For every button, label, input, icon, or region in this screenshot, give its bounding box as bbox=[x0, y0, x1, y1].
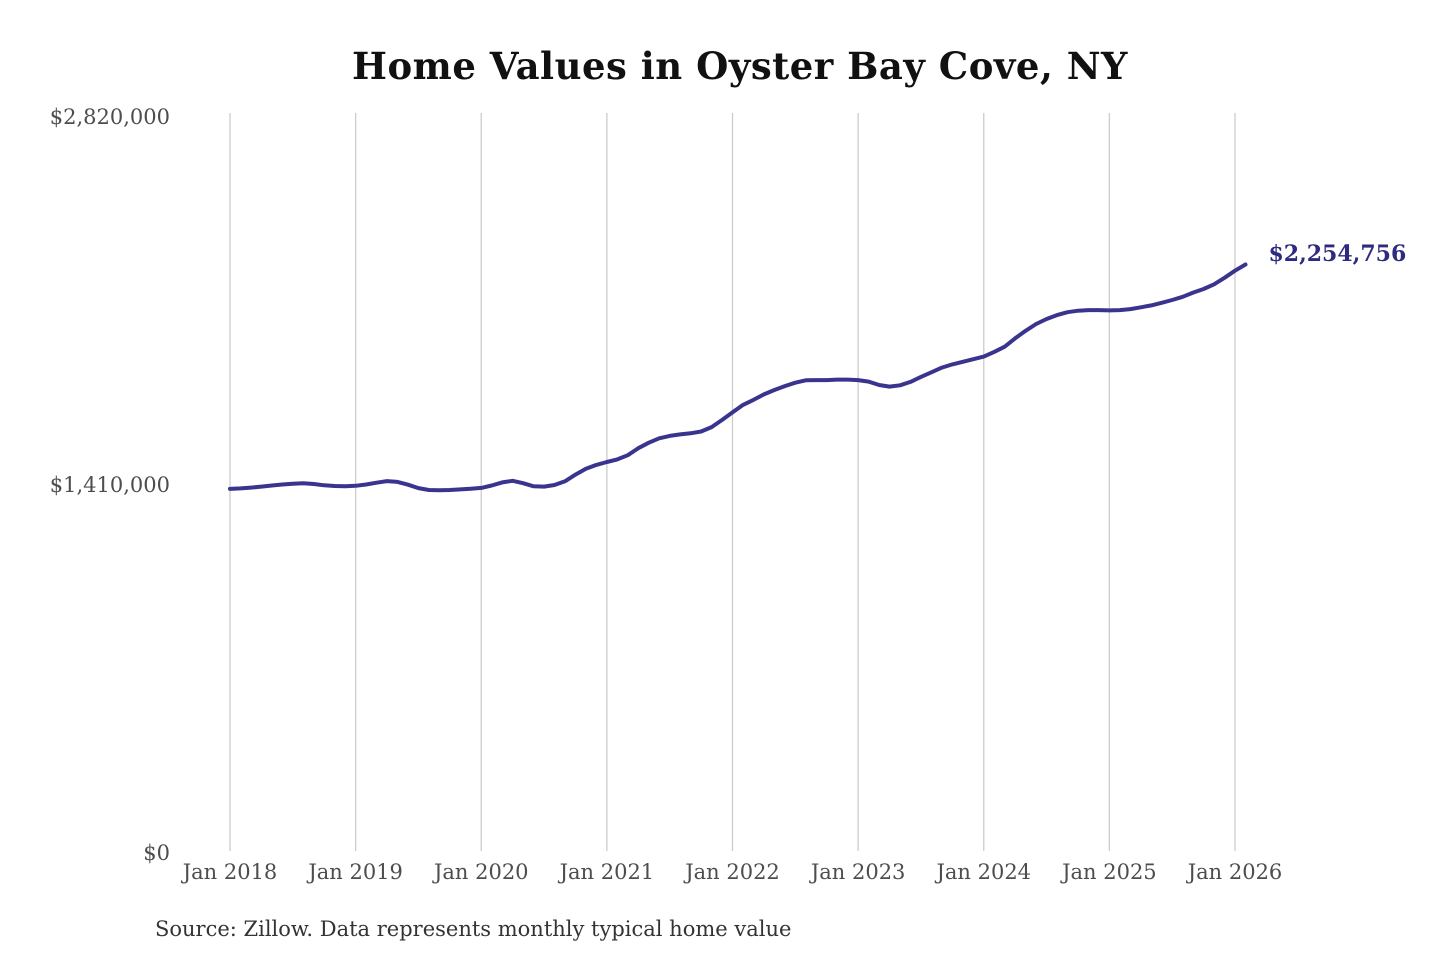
x-tick-label: Jan 2022 bbox=[685, 860, 780, 884]
y-tick-label: $2,820,000 bbox=[49, 105, 170, 129]
home-value-line bbox=[228, 262, 1248, 493]
chart-title: Home Values in Oyster Bay Cove, NY bbox=[352, 44, 1128, 88]
source-note: Source: Zillow. Data represents monthly … bbox=[155, 917, 792, 941]
x-tick-label: Jan 2026 bbox=[1187, 860, 1283, 884]
x-tick-label: Jan 2020 bbox=[433, 860, 529, 884]
x-tick-label: Jan 2024 bbox=[936, 860, 1032, 884]
x-tick-label: Jan 2018 bbox=[182, 860, 278, 884]
latest-value-label: $2,254,756 bbox=[1268, 240, 1407, 267]
y-tick-label: $1,410,000 bbox=[49, 473, 170, 497]
y-tick-label: $0 bbox=[143, 841, 170, 865]
x-tick-label: Jan 2023 bbox=[810, 860, 906, 884]
x-tick-label: Jan 2019 bbox=[308, 860, 403, 884]
x-tick-label: Jan 2021 bbox=[559, 860, 655, 884]
x-tick-label: Jan 2025 bbox=[1062, 860, 1157, 884]
